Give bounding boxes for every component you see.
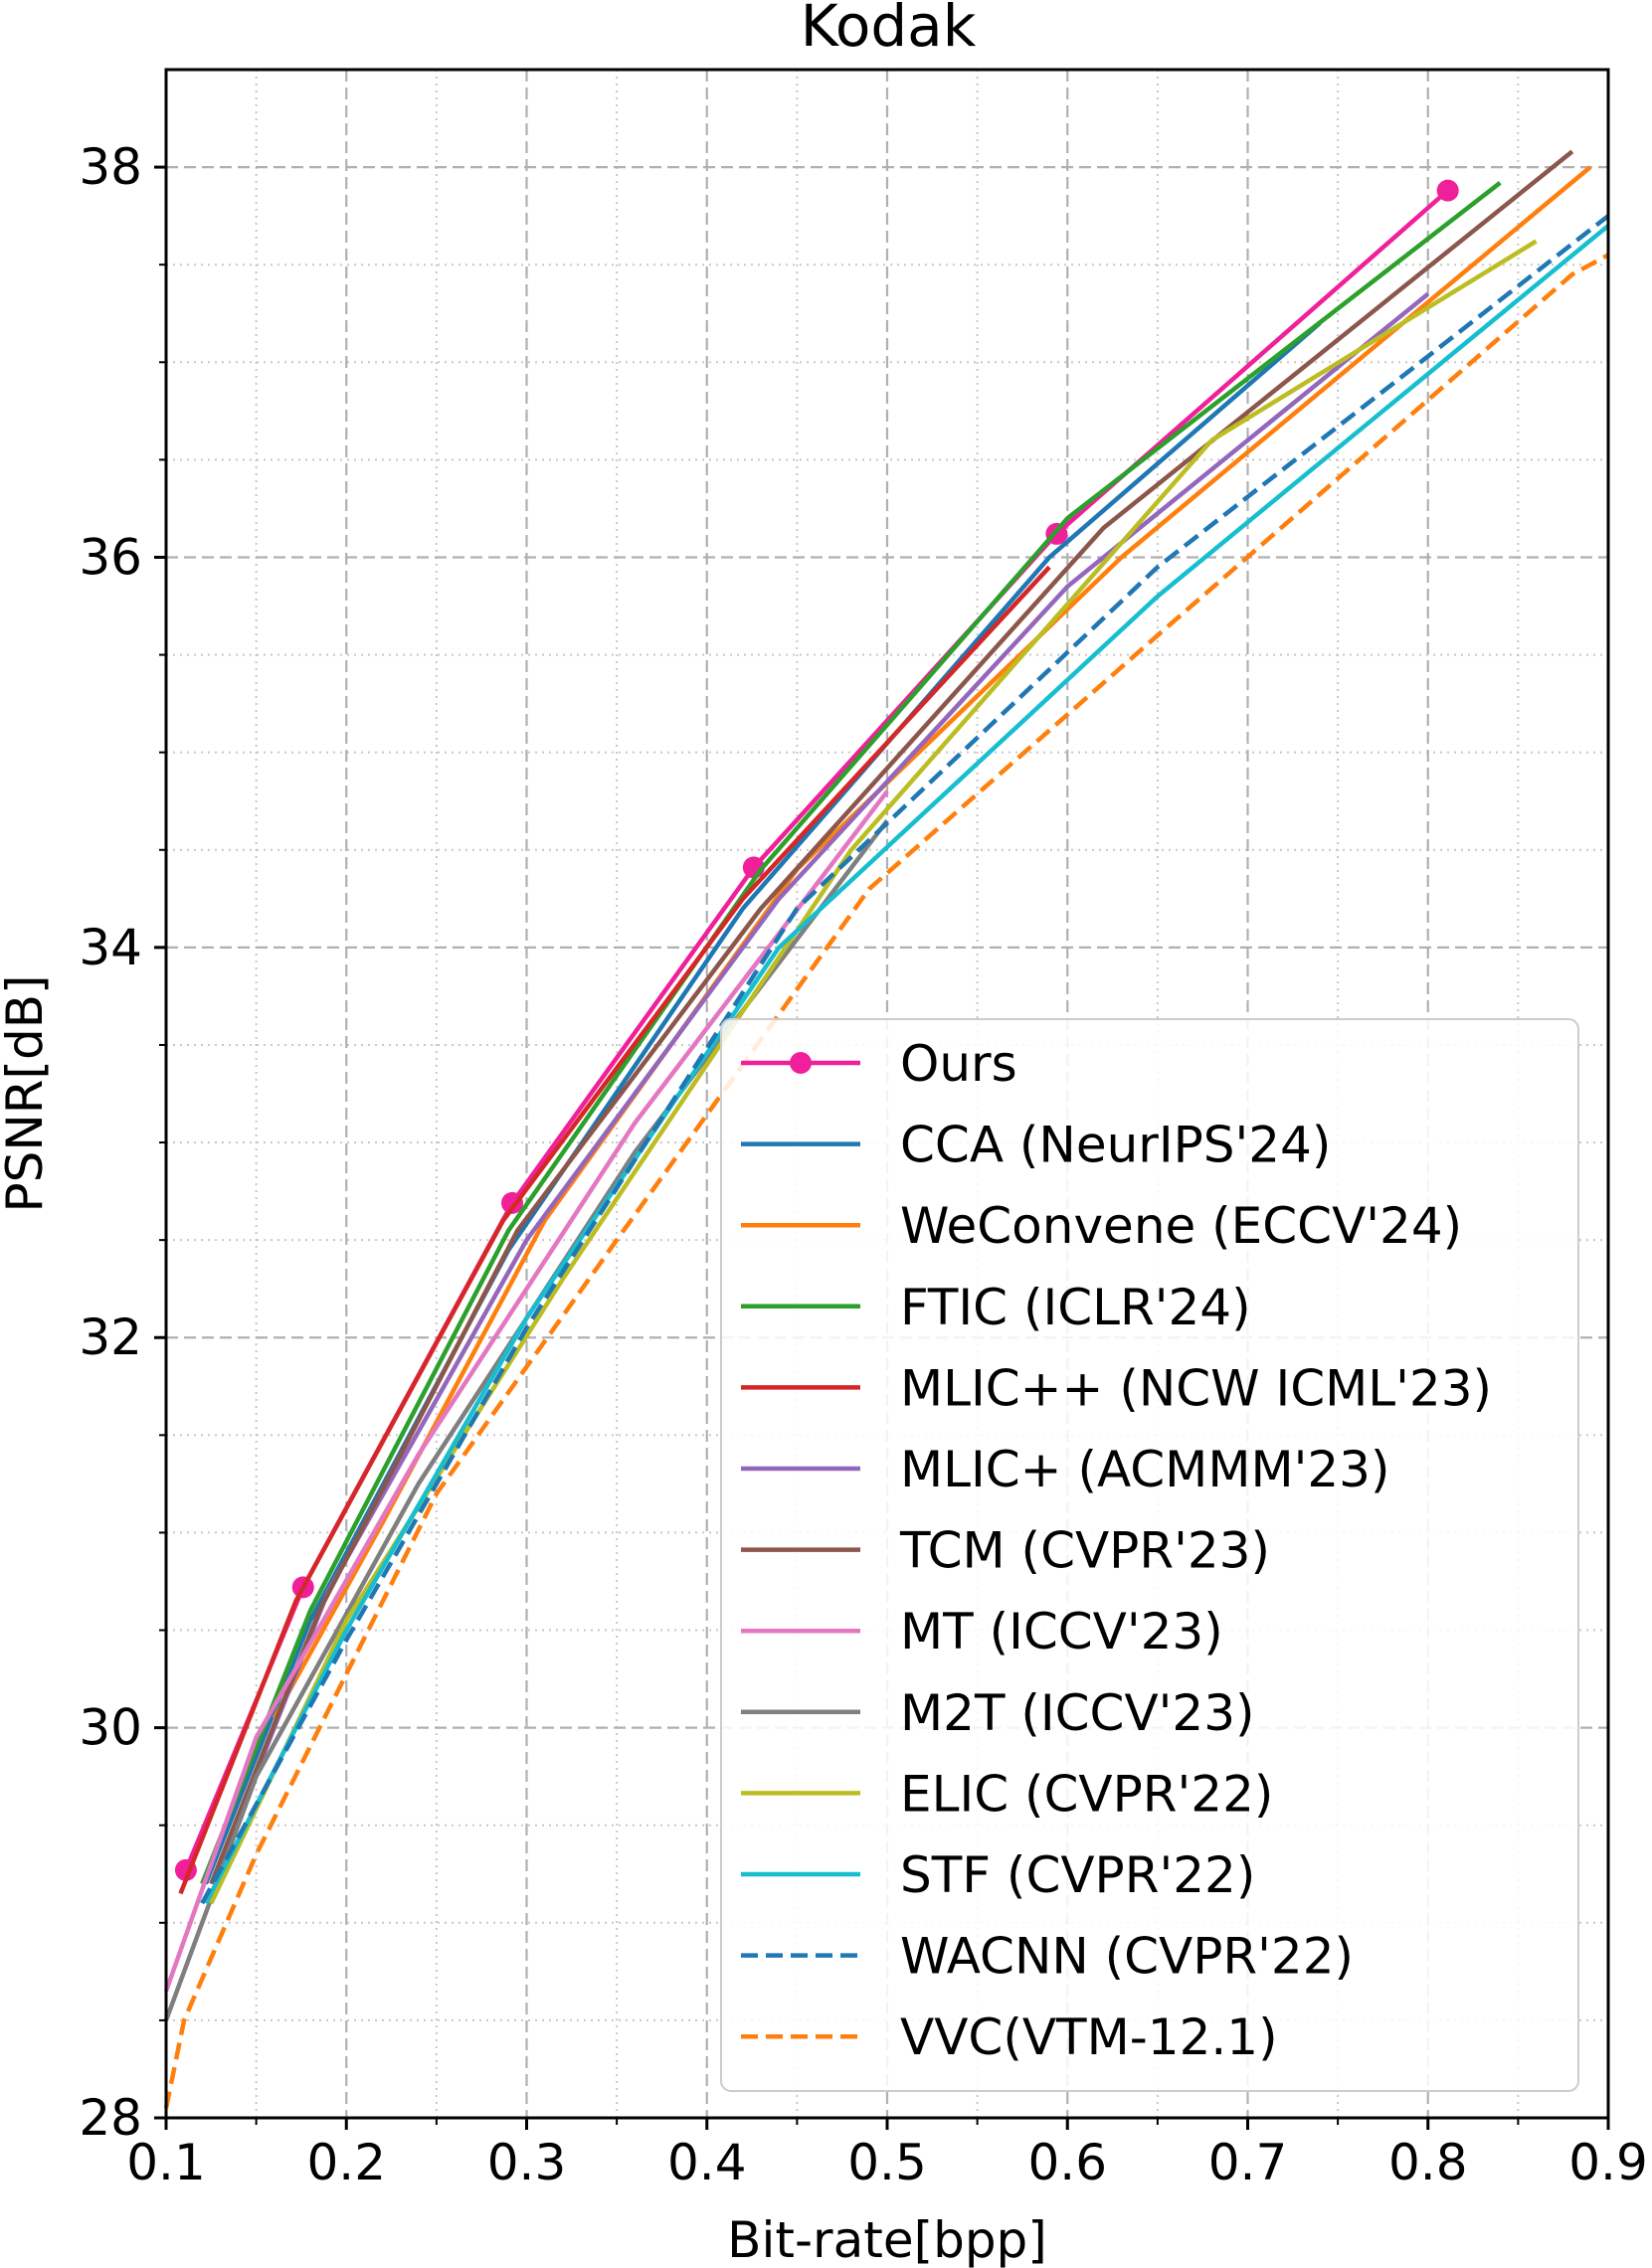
x-tick-label: 0.4 — [667, 2134, 747, 2191]
legend: Ours CCA (NeurIPS'24) WeConvene (ECCV'24) F… — [720, 1018, 1579, 2092]
x-tick-label: 0.5 — [847, 2134, 927, 2191]
x-tick-label: 0.3 — [487, 2134, 567, 2191]
y-axis-label: PSNR[dB] — [0, 974, 54, 1212]
x-tick-label: 0.8 — [1388, 2134, 1468, 2191]
x-tick-label: 0.6 — [1027, 2134, 1107, 2191]
legend-marker-0 — [790, 1052, 812, 1074]
series-line-1 — [203, 321, 1322, 1885]
legend-box — [720, 1018, 1579, 2092]
legend-label-8: M2T (ICCV'23) — [900, 1684, 1255, 1742]
series-line-4 — [178, 565, 1051, 1895]
y-tick-label: 38 — [79, 138, 142, 196]
x-tick-label: 0.1 — [126, 2134, 206, 2191]
x-axis-label: Bit-rate[bpp] — [727, 2211, 1047, 2268]
series-line-10 — [203, 224, 1610, 1905]
series-line-9 — [209, 239, 1538, 1905]
legend-label-0: Ours — [900, 1035, 1017, 1093]
y-tick-label: 32 — [79, 1308, 142, 1366]
series-line-7 — [163, 789, 889, 1993]
axis-ticks: 0.1 0.2 0.3 0.4 0.5 0.6 0.7 0.8 0.9 28 30 32 34 36 38 — [79, 138, 1647, 2191]
legend-label-11: WACNN (CVPR'22) — [900, 1928, 1354, 1986]
legend-label-6: TCM (CVPR'23) — [899, 1522, 1270, 1580]
y-tick-label: 36 — [79, 528, 142, 586]
y-tick-label: 28 — [79, 2089, 142, 2147]
data-series — [163, 149, 1610, 2109]
x-tick-label: 0.7 — [1208, 2134, 1288, 2191]
y-tick-label: 30 — [79, 1699, 142, 1757]
x-tick-label: 0.9 — [1568, 2134, 1648, 2191]
series-line-11 — [200, 214, 1610, 1905]
chart-title: Kodak — [801, 0, 977, 60]
legend-label-5: MLIC+ (ACMMM'23) — [900, 1441, 1389, 1498]
x-tick-label: 0.2 — [306, 2134, 386, 2191]
legend-label-3: FTIC (ICLR'24) — [900, 1279, 1251, 1336]
legend-label-9: ELIC (CVPR'22) — [900, 1765, 1273, 1823]
legend-label-10: STF (CVPR'22) — [900, 1846, 1255, 1904]
legend-label-2: WeConvene (ECCV'24) — [900, 1197, 1462, 1255]
legend-label-4: MLIC++ (NCW ICML'23) — [900, 1359, 1492, 1417]
series-marker-0 — [1436, 179, 1459, 202]
series-line-3 — [200, 181, 1502, 1885]
legend-label-1: CCA (NeurIPS'24) — [900, 1117, 1331, 1174]
legend-label-12: VVC(VTM-12.1) — [900, 2008, 1278, 2066]
legend-label-7: MT (ICCV'23) — [900, 1603, 1223, 1660]
series-line-12 — [163, 253, 1610, 2109]
y-tick-label: 34 — [79, 919, 142, 976]
